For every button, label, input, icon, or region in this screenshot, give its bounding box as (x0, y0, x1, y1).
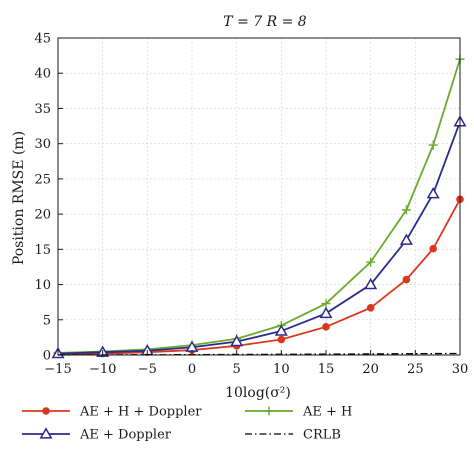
legend-marker (39, 427, 53, 439)
data-point (366, 257, 376, 267)
chart-title: T = 7 R = 8 (223, 14, 306, 30)
legend-item: AE + Doppler (22, 427, 172, 443)
legend-label: AE + H + Doppler (79, 405, 202, 420)
y-axis-title: Position RMSE (m) (11, 131, 27, 265)
data-point (429, 244, 438, 253)
x-tick-label: −10 (89, 362, 116, 377)
series-ae-h-doppler (54, 195, 464, 359)
legend-item: AE + H (245, 405, 352, 420)
data-point (277, 335, 286, 344)
legend-label: CRLB (303, 428, 341, 443)
plot-frame (57, 37, 461, 356)
y-tick-label: 45 (34, 32, 51, 47)
x-tick-label: 0 (188, 362, 196, 377)
x-tick-label: −5 (138, 362, 157, 377)
legend-item: AE + H + Doppler (22, 405, 202, 420)
series-ae-doppler (51, 115, 467, 359)
legend-marker (264, 406, 274, 416)
y-tick-label: 35 (34, 102, 51, 117)
data-point (274, 324, 288, 336)
y-tick-label: 5 (43, 313, 51, 328)
data-point (402, 275, 411, 284)
y-tick-label: 0 (43, 349, 51, 364)
x-tick-label: 25 (407, 362, 424, 377)
data-point (230, 334, 244, 347)
y-tick-label: 30 (34, 137, 51, 152)
y-tick-label: 20 (34, 208, 51, 223)
grid (57, 37, 461, 356)
series-line (57, 58, 461, 354)
data-point (401, 205, 411, 215)
x-tick-label: 20 (362, 362, 379, 377)
data-point (321, 299, 331, 309)
data-point (426, 186, 440, 199)
y-tick-label: 40 (34, 67, 51, 82)
x-tick-label: 5 (233, 362, 241, 377)
x-tick-label: 10 (273, 362, 290, 377)
legend: AE + H + Doppler AE + H AE + Doppler CRLB (22, 405, 352, 443)
ticks: −15 −10 −5 0 5 10 15 20 25 30 0 5 10 15 20 25 30 35 40 45 (34, 32, 468, 378)
legend-marker (42, 407, 50, 415)
y-tick-label: 10 (34, 278, 51, 293)
series-line (57, 121, 461, 355)
data-point (319, 306, 333, 319)
data-point (428, 140, 438, 150)
series-line (57, 198, 461, 356)
x-tick-label: 15 (318, 362, 335, 377)
x-tick-label: −15 (44, 362, 71, 377)
series-layer (51, 54, 467, 359)
data-point (399, 233, 413, 245)
x-tick-label: 30 (452, 362, 469, 377)
legend-label: AE + H (302, 405, 352, 420)
data-point (366, 304, 375, 312)
data-point (322, 323, 330, 331)
x-axis-title: 10log(σ²) (225, 385, 291, 401)
y-tick-label: 15 (34, 243, 51, 258)
legend-item: CRLB (245, 428, 341, 443)
data-point (364, 277, 378, 290)
y-tick-label: 25 (34, 172, 51, 187)
legend-label: AE + Doppler (79, 428, 172, 443)
series-ae-h (53, 54, 465, 358)
